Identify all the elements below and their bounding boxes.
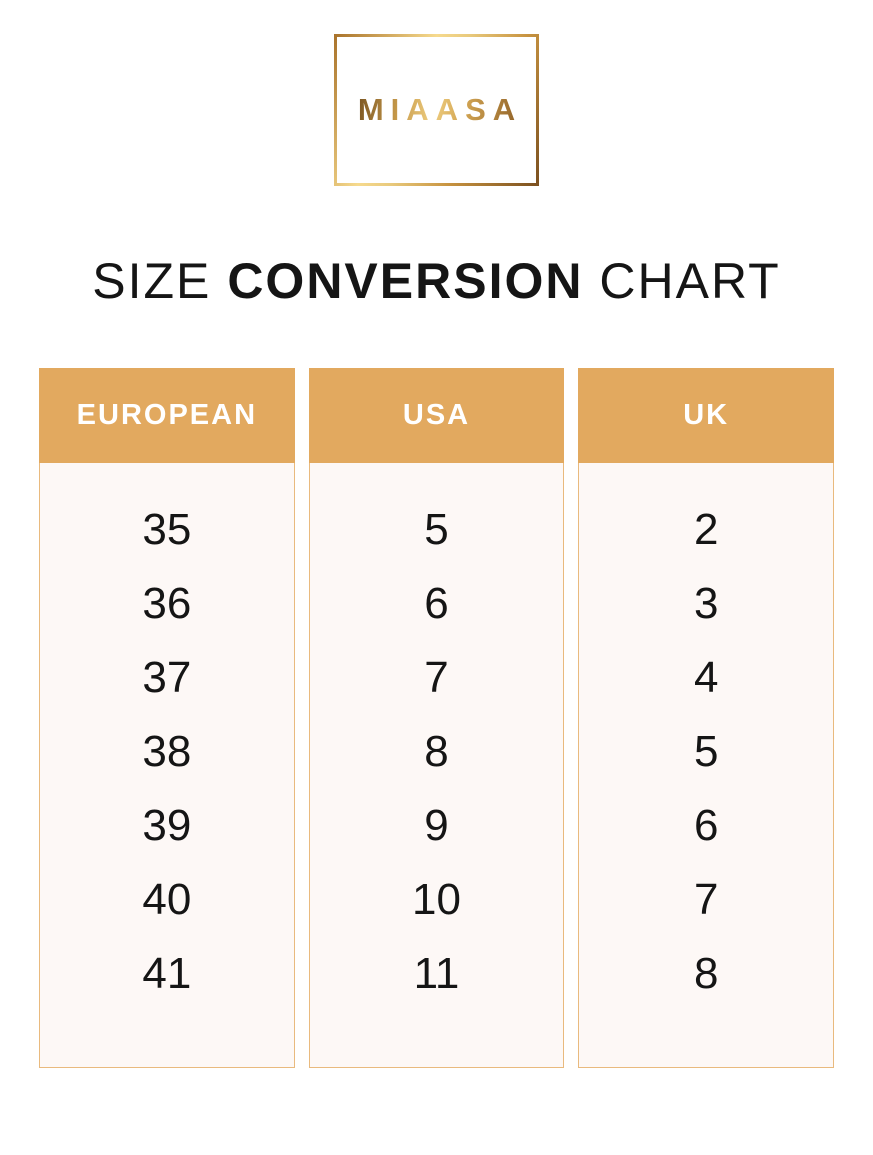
size-cell: 36 bbox=[142, 579, 192, 628]
column-european: EUROPEAN 35 36 37 38 39 40 41 bbox=[39, 368, 295, 1068]
column-header-usa: USA bbox=[308, 368, 565, 463]
column-uk: UK 2 3 4 5 6 7 8 bbox=[578, 368, 835, 1068]
size-cell: 37 bbox=[142, 653, 192, 702]
size-cell: 7 bbox=[424, 653, 449, 702]
size-table: EUROPEAN 35 36 37 38 39 40 41 USA 5 6 7 8 9 10 11 UK… bbox=[39, 368, 835, 1068]
page-title: SIZE CONVERSION CHART bbox=[0, 252, 873, 310]
brand-logo: MIAASA bbox=[334, 34, 539, 186]
size-cell: 8 bbox=[424, 727, 449, 776]
size-cell: 6 bbox=[693, 801, 719, 850]
size-cell: 38 bbox=[142, 727, 192, 776]
title-prefix: SIZE bbox=[92, 253, 212, 309]
size-cell: 10 bbox=[412, 875, 461, 924]
size-cell: 9 bbox=[424, 801, 449, 850]
size-cell: 4 bbox=[693, 653, 719, 702]
brand-name: MIAASA bbox=[351, 92, 522, 128]
size-cell: 5 bbox=[424, 505, 449, 554]
size-cell: 8 bbox=[693, 949, 719, 998]
size-cell: 5 bbox=[693, 727, 719, 776]
size-cell: 39 bbox=[142, 801, 192, 850]
size-cell: 41 bbox=[142, 949, 192, 998]
column-header-uk: UK bbox=[578, 368, 835, 463]
column-body-european: 35 36 37 38 39 40 41 bbox=[39, 463, 295, 1068]
size-cell: 7 bbox=[693, 875, 719, 924]
size-cell: 6 bbox=[424, 579, 449, 628]
column-usa: USA 5 6 7 8 9 10 11 bbox=[308, 368, 565, 1068]
title-suffix: CHART bbox=[599, 253, 781, 309]
size-cell: 11 bbox=[413, 949, 460, 998]
column-body-usa: 5 6 7 8 9 10 11 bbox=[308, 463, 565, 1068]
size-cell: 35 bbox=[142, 505, 192, 554]
column-body-uk: 2 3 4 5 6 7 8 bbox=[578, 463, 835, 1068]
title-emphasis: CONVERSION bbox=[227, 253, 584, 309]
size-cell: 2 bbox=[693, 505, 719, 554]
column-header-european: EUROPEAN bbox=[39, 368, 295, 463]
size-cell: 3 bbox=[693, 579, 719, 628]
size-cell: 40 bbox=[142, 875, 192, 924]
